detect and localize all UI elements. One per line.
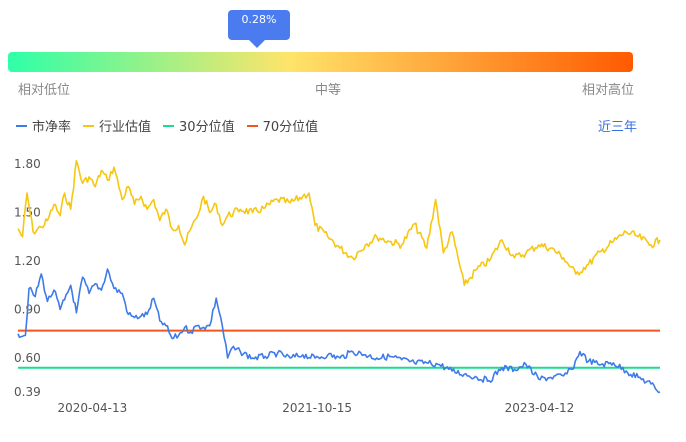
y-tick-label: 1.80 [14,157,41,171]
legend-label-pb: 市净率 [32,120,72,135]
gauge-label-low: 相对低位 [18,83,71,98]
x-tick-label: 2023-04-12 [505,401,575,415]
chart-legend: 市净率 行业估值 30分位值 70分位值 [16,116,330,135]
legend-label-industry: 行业估值 [99,120,152,135]
x-tick-label: 2021-10-15 [282,401,352,415]
y-tick-label: 0.60 [14,351,41,365]
period-selector[interactable]: 近三年 [598,120,638,135]
legend-item-pb[interactable]: 市净率 [16,116,71,135]
y-tick-label: 1.20 [14,254,41,268]
percentile-gradient-bar [8,52,633,72]
legend-item-p30[interactable]: 30分位值 [163,116,235,135]
percentile-value: 0.28% [241,13,277,26]
legend-item-industry[interactable]: 行业估值 [83,116,151,135]
gauge-label-high: 相对高位 [582,83,635,98]
legend-swatch-industry [83,124,95,127]
legend-swatch-p30 [163,124,175,127]
x-tick-label: 2020-04-13 [58,401,128,415]
y-tick-label: 0.39 [14,385,41,399]
legend-swatch-p70 [246,124,258,127]
series-line-0 [17,268,661,394]
series-line-1 [17,160,661,287]
legend-swatch-pb [16,124,27,127]
legend-label-p30: 30分位值 [179,120,235,135]
gauge-label-mid: 中等 [315,83,342,98]
percentile-tooltip: 0.28% [228,10,290,48]
legend-item-p70[interactable]: 70分位值 [246,116,319,135]
legend-label-p70: 70分位值 [262,120,319,135]
y-tick-label: 1.50 [14,206,41,220]
